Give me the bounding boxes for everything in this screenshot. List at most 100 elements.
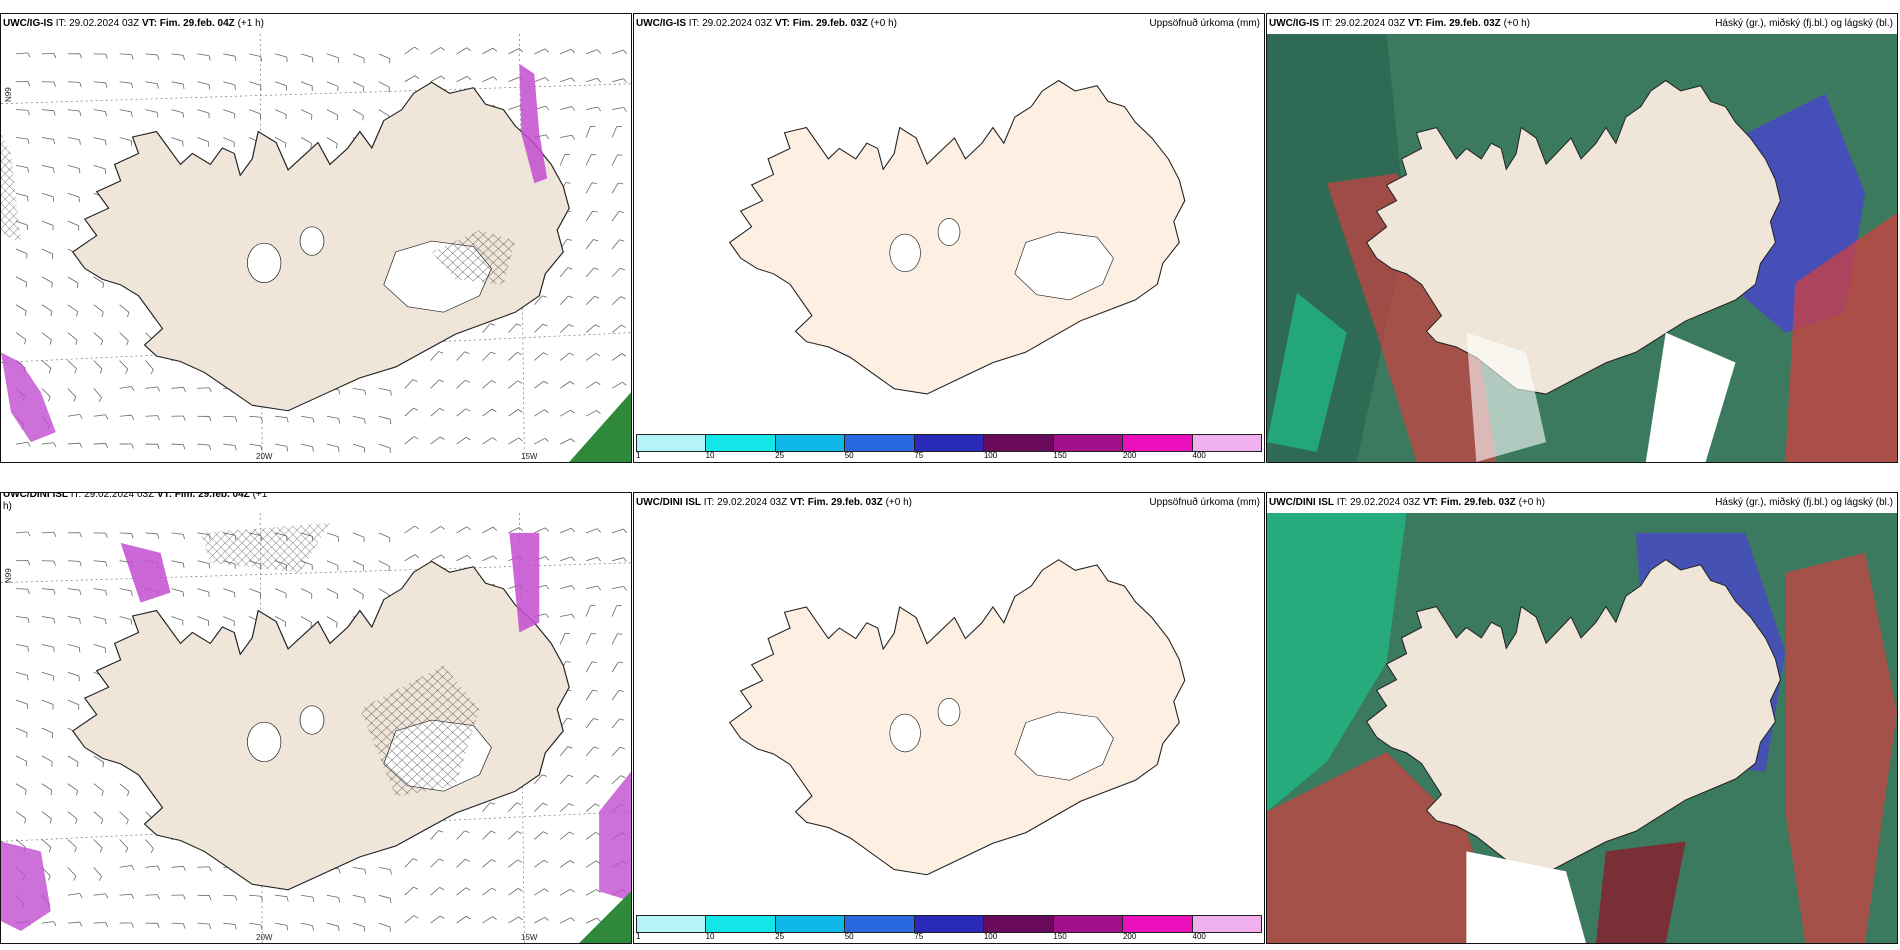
wind-barb-flag <box>131 865 135 870</box>
wind-barb-flag <box>76 282 79 288</box>
wind-barb-flag <box>618 689 624 692</box>
wind-barb <box>67 921 80 924</box>
wind-barb-flag <box>101 790 104 796</box>
wind-barb <box>560 48 572 55</box>
wind-barb-flag <box>27 81 31 87</box>
wind-barb-flag <box>75 819 78 824</box>
wind-barb-flag <box>490 802 496 805</box>
wind-barb <box>430 436 441 445</box>
wind-barb <box>482 380 492 389</box>
wind-barb <box>300 415 313 419</box>
wind-barb <box>67 616 80 620</box>
wind-barb <box>41 52 54 55</box>
wind-barb-flag <box>130 619 133 625</box>
colorbar-swatch <box>845 435 915 451</box>
wind-barb <box>67 699 79 706</box>
wind-barb <box>41 699 54 705</box>
wind-barb <box>611 690 620 701</box>
wind-barb-flag <box>412 858 418 861</box>
wind-barb-flag <box>492 916 497 920</box>
wind-barb-flag <box>621 353 627 357</box>
wind-barb <box>378 922 391 928</box>
wind-barb-flag <box>542 295 547 298</box>
wind-barb-flag <box>76 790 78 796</box>
wind-barb <box>559 154 566 166</box>
colorbar-swatch <box>706 916 776 932</box>
wind-barb-flag <box>183 866 186 871</box>
wind-barb-flag <box>618 661 624 664</box>
wind-barb-flag <box>104 140 107 146</box>
cloud-map <box>1267 34 1897 462</box>
wind-barb <box>611 353 623 361</box>
wind-barb <box>378 588 390 596</box>
wind-barb <box>430 351 439 361</box>
colorbar-tick: 400 <box>1192 451 1206 460</box>
wind-barb-flag <box>597 78 601 83</box>
wind-barb <box>171 865 184 868</box>
wind-barb <box>586 77 598 83</box>
colorbar-tick: 75 <box>914 451 924 460</box>
wind-barb <box>119 332 129 342</box>
wind-barb-flag <box>53 442 57 448</box>
wind-barb-flag <box>53 618 56 624</box>
wind-barb-flag <box>27 589 30 595</box>
wind-barb-flag <box>592 210 598 213</box>
colorbar-swatch <box>914 916 985 932</box>
wind-barb-flag <box>622 381 627 386</box>
wind-barb-flag <box>542 323 548 327</box>
wind-barb <box>300 53 313 58</box>
wind-barb-flag <box>597 528 601 533</box>
wind-barb <box>430 75 442 83</box>
wind-barb-flag <box>490 830 496 834</box>
colorbar-swatch <box>637 435 707 451</box>
wind-barb <box>15 783 27 791</box>
wind-barb-flag <box>545 77 550 82</box>
wind-barb <box>171 386 184 389</box>
wind-barb-flag <box>544 916 549 921</box>
wind-barb-flag <box>413 407 419 411</box>
wind-barb-flag <box>438 379 444 383</box>
wind-barb <box>249 894 262 897</box>
wind-barb <box>93 588 106 591</box>
wind-barb <box>404 379 414 389</box>
wind-barb <box>145 53 158 56</box>
colorbar-swatch <box>775 916 846 932</box>
wind-barb <box>67 413 80 417</box>
wind-barb-flag <box>597 557 601 562</box>
wind-barb-flag <box>126 819 129 825</box>
wind-barb-flag <box>338 926 340 932</box>
wind-barb <box>559 860 571 868</box>
wind-barb <box>534 802 544 812</box>
wind-barb <box>585 296 595 306</box>
wind-barb <box>93 276 104 284</box>
colorbar-swatch <box>845 916 915 932</box>
wind-barb <box>223 137 235 143</box>
wind-barb-flag <box>618 182 624 185</box>
wind-barb <box>534 859 545 868</box>
wind-barb <box>482 351 492 361</box>
wind-barb-flag <box>438 830 444 833</box>
wind-barb <box>274 137 286 144</box>
wind-barb-flag <box>623 586 627 591</box>
wind-barb-flag <box>542 802 548 806</box>
wind-barb-flag <box>53 53 57 58</box>
wind-barb-flag <box>234 895 238 901</box>
wind-barb-flag <box>440 526 445 530</box>
wind-barb-flag <box>131 83 134 89</box>
colorbar-swatch <box>706 435 776 451</box>
wind-barb-flag <box>595 381 601 386</box>
wind-barb-flag <box>414 75 420 79</box>
wind-barb-flag <box>594 774 600 778</box>
wind-barb-flag <box>567 746 573 749</box>
wind-barb <box>378 109 390 117</box>
wind-barb-flag <box>518 437 523 442</box>
wind-barb <box>404 436 415 445</box>
wind-barb-flag <box>102 762 105 768</box>
wind-barb <box>456 830 466 840</box>
colorbar-tick: 10 <box>705 451 715 460</box>
wind-barb-flag <box>338 389 341 395</box>
wind-barb <box>326 109 338 116</box>
wind-barb <box>352 387 365 391</box>
wind-barb <box>534 409 545 417</box>
wind-barb <box>611 106 624 111</box>
